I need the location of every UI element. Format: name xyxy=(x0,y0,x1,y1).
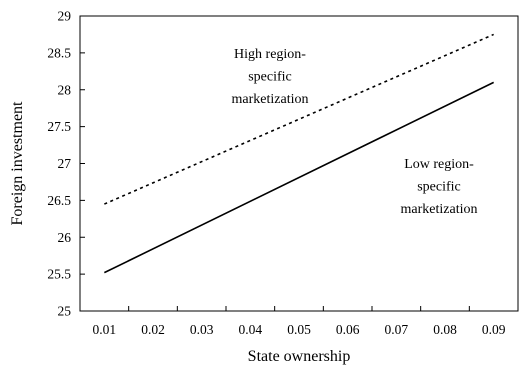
y-axis-ticks: 25 25.5 26 26.5 27 27.5 28 28.5 29 xyxy=(47,9,85,319)
x-tick-label: 0.06 xyxy=(336,322,360,337)
y-tick-label: 26.5 xyxy=(47,193,71,208)
annotations: High region-specific marketization Low reg… xyxy=(232,47,478,217)
x-axis-title: State ownership xyxy=(248,348,351,365)
x-tick-label: 0.01 xyxy=(93,322,117,337)
x-tick-label: 0.08 xyxy=(433,322,457,337)
y-tick-label: 28 xyxy=(58,82,72,97)
y-tick-label: 29 xyxy=(58,9,72,24)
annotation-0-line-0: High region- xyxy=(234,47,306,62)
annotation-1-line-0: Low region- xyxy=(404,157,474,172)
x-tick-label: 0.09 xyxy=(482,322,506,337)
y-tick-label: 25 xyxy=(58,304,72,319)
annotation-0-line-2: marketization xyxy=(232,92,309,107)
x-tick-label: 0.03 xyxy=(190,322,214,337)
annotation-0-line-1: specific xyxy=(248,70,292,85)
y-tick-label: 26 xyxy=(58,230,72,245)
series-layer xyxy=(104,34,493,272)
x-tick-label: 0.04 xyxy=(239,322,263,337)
y-tick-label: 28.5 xyxy=(47,45,71,60)
annotation-1-line-2: marketization xyxy=(401,202,478,217)
x-tick-label: 0.05 xyxy=(287,322,311,337)
series-line-1 xyxy=(104,82,493,272)
x-tick-label: 0.07 xyxy=(385,322,409,337)
y-axis-title: Foreign investment xyxy=(9,101,26,226)
y-tick-label: 27.5 xyxy=(47,119,71,134)
y-tick-label: 25.5 xyxy=(47,267,71,282)
y-tick-label: 27 xyxy=(58,156,72,171)
annotation-1-line-1: specific xyxy=(417,180,461,195)
x-tick-label: 0.02 xyxy=(141,322,165,337)
